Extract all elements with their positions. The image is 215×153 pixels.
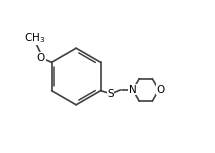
- Text: CH$_3$: CH$_3$: [24, 31, 45, 45]
- Text: S: S: [107, 89, 114, 99]
- Text: O: O: [157, 85, 165, 95]
- Text: N: N: [129, 85, 137, 95]
- Text: N: N: [129, 85, 137, 95]
- Text: O: O: [37, 53, 45, 63]
